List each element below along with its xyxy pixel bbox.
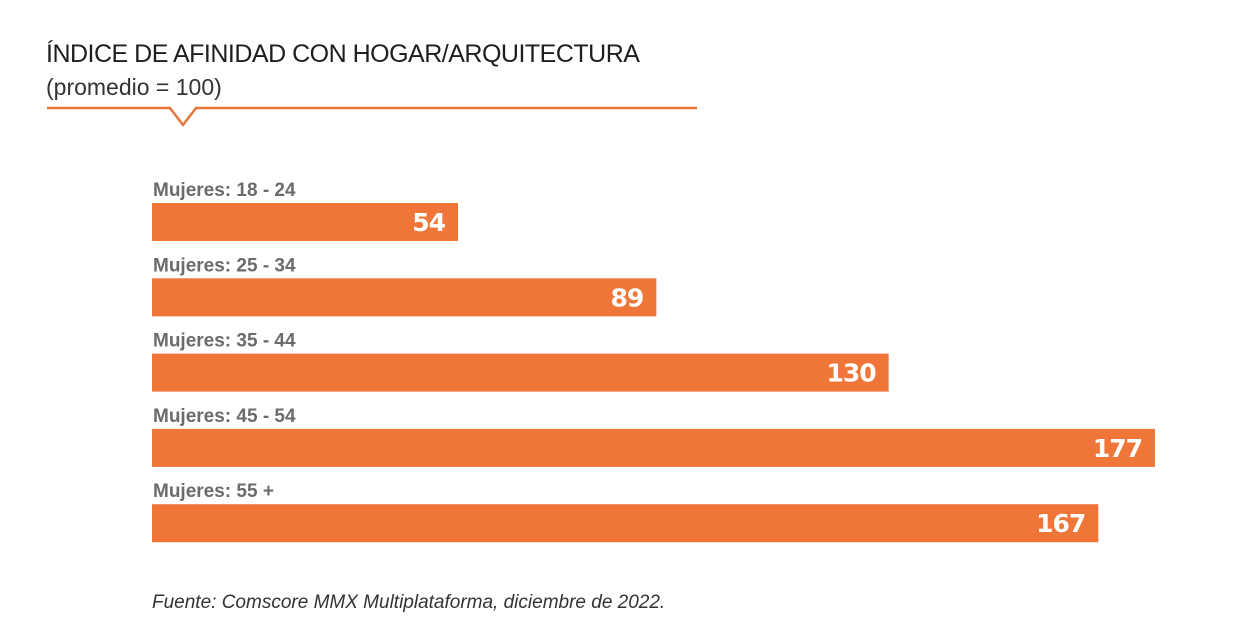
category-label: Mujeres: 35 - 44 — [153, 331, 296, 352]
chart-title: ÍNDICE DE AFINIDAD CON HOGAR/ARQUITECTUR… — [46, 40, 640, 68]
data-label: 89 — [611, 283, 644, 312]
bar — [152, 353, 889, 392]
bar — [152, 504, 1099, 543]
data-label: 54 — [412, 208, 445, 237]
chart-subtitle: (promedio = 100) — [46, 74, 222, 100]
category-label: Mujeres: 45 - 54 — [153, 406, 296, 427]
bar — [152, 428, 1155, 467]
bar — [152, 203, 458, 241]
category-label: Mujeres: 55 + — [153, 481, 274, 502]
bar — [152, 278, 657, 317]
data-label: 177 — [1093, 434, 1142, 463]
category-label: Mujeres: 18 - 24 — [153, 180, 296, 201]
source-note: Fuente: Comscore MMX Multiplataforma, di… — [152, 592, 666, 613]
category-label: Mujeres: 25 - 34 — [153, 255, 296, 276]
data-label: 130 — [826, 359, 876, 388]
data-label: 167 — [1036, 509, 1085, 538]
title-underline — [47, 106, 697, 128]
